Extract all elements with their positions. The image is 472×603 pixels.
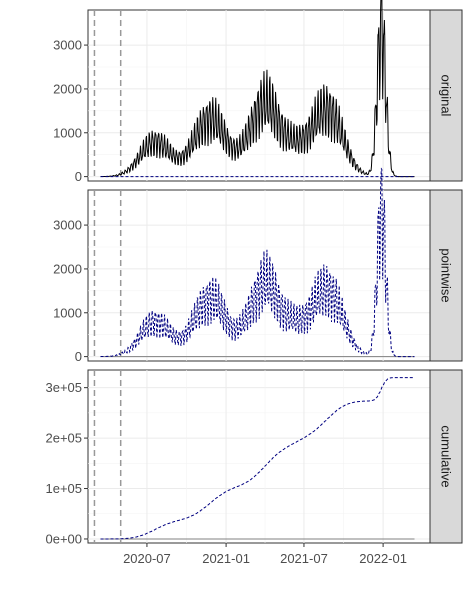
panel-pointwise-plot-area [87, 189, 431, 362]
y-tick-label: 0 [75, 349, 82, 364]
panel-pointwise: 0 1000 2000 3000 pointwise [53, 167, 463, 364]
panel-original-series [100, 0, 415, 178]
panel-original-y-axis: 0 1000 2000 3000 [53, 38, 88, 184]
panel-cumulative-reference-lines [93, 370, 122, 543]
panel-cumulative: 0e+00 1e+05 2e+05 3e+05 cumulative [45, 369, 463, 546]
y-tick-label: 2e+05 [45, 431, 82, 446]
strip-cumulative [429, 369, 463, 544]
x-tick-label: 2021-01 [202, 551, 250, 566]
panel-cumulative-y-axis: 0e+00 1e+05 2e+05 3e+05 [45, 380, 88, 546]
panel-pointwise-y-axis: 0 1000 2000 3000 [53, 218, 88, 364]
y-tick-label: 2000 [53, 81, 82, 96]
x-tick-label: 2021-07 [280, 551, 328, 566]
strip-label-cumulative: cumulative [439, 425, 454, 487]
strip-pointwise [429, 189, 463, 362]
series-pointwise-effect [100, 167, 415, 358]
x-axis: 2020-07 2021-01 2021-07 2022-01 [123, 543, 407, 566]
y-tick-label: 1000 [53, 305, 82, 320]
strip-original [429, 9, 463, 182]
panel-pointwise-reference-lines [93, 190, 122, 361]
strip-label-pointwise: pointwise [439, 248, 454, 302]
strip-label-original: original [439, 75, 454, 117]
panel-original-reference-lines [93, 10, 122, 181]
y-tick-label: 3e+05 [45, 380, 82, 395]
series-cumulative-effect [100, 377, 415, 540]
y-tick-label: 1000 [53, 125, 82, 140]
x-tick-label: 2022-01 [359, 551, 407, 566]
x-tick-label: 2020-07 [123, 551, 171, 566]
panel-cumulative-series [100, 377, 415, 540]
panel-original-plot-area [87, 9, 431, 182]
panel-original: 0 1000 2000 3000 original [53, 0, 463, 184]
y-tick-label: 0e+00 [45, 531, 82, 546]
y-tick-label: 3000 [53, 218, 82, 233]
y-tick-label: 0 [75, 169, 82, 184]
y-tick-label: 3000 [53, 38, 82, 53]
series-observed [100, 0, 415, 178]
panel-cumulative-plot-area [87, 369, 431, 544]
y-tick-label: 1e+05 [45, 481, 82, 496]
y-tick-label: 2000 [53, 261, 82, 276]
panel-pointwise-series [100, 167, 415, 358]
